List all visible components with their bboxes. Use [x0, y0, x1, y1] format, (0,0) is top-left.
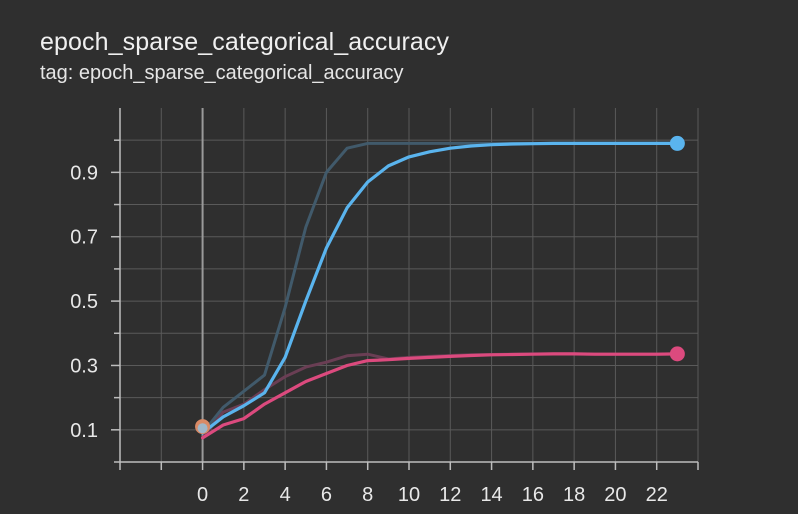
x-tick-label: 10: [398, 484, 420, 506]
x-tick-label: 2: [238, 484, 249, 506]
x-tick-labels: 0 2 4 6 8 10 12 14 16 18 20 22: [197, 484, 668, 506]
x-tick-label: 22: [646, 484, 668, 506]
chart-title: epoch_sparse_categorical_accuracy: [40, 28, 450, 56]
y-tick-label: 0.1: [70, 420, 98, 442]
x-tick-label: 0: [197, 484, 208, 506]
series-line: [201, 141, 679, 435]
x-tick-label: 18: [563, 484, 585, 506]
series-layer: [201, 141, 679, 440]
series-end-point[interactable]: [669, 346, 685, 362]
x-tick-label: 20: [604, 484, 626, 506]
grid-lines: [119, 108, 699, 463]
x-tick-label: 12: [439, 484, 461, 506]
end-markers: [195, 135, 685, 435]
x-tick-label: 4: [280, 484, 291, 506]
y-tick-label: 0.3: [70, 355, 98, 377]
axes: [111, 108, 699, 470]
series-line-raw: [201, 141, 679, 435]
x-tick-label: 6: [321, 484, 332, 506]
y-tick-label: 0.7: [70, 227, 98, 249]
x-tick-label: 8: [362, 484, 373, 506]
y-tick-label: 0.9: [70, 162, 98, 184]
series-line-raw: [201, 352, 679, 440]
series-start-point-inner: [197, 423, 208, 434]
x-tick-label: 16: [522, 484, 544, 506]
series-line: [201, 352, 679, 440]
y-tick-labels: 0.1 0.3 0.5 0.7 0.9: [70, 162, 98, 441]
chart-tag: tag: epoch_sparse_categorical_accuracy: [40, 62, 404, 84]
series-end-point[interactable]: [669, 135, 685, 151]
y-tick-label: 0.5: [70, 291, 98, 313]
x-tick-label: 14: [480, 484, 502, 506]
